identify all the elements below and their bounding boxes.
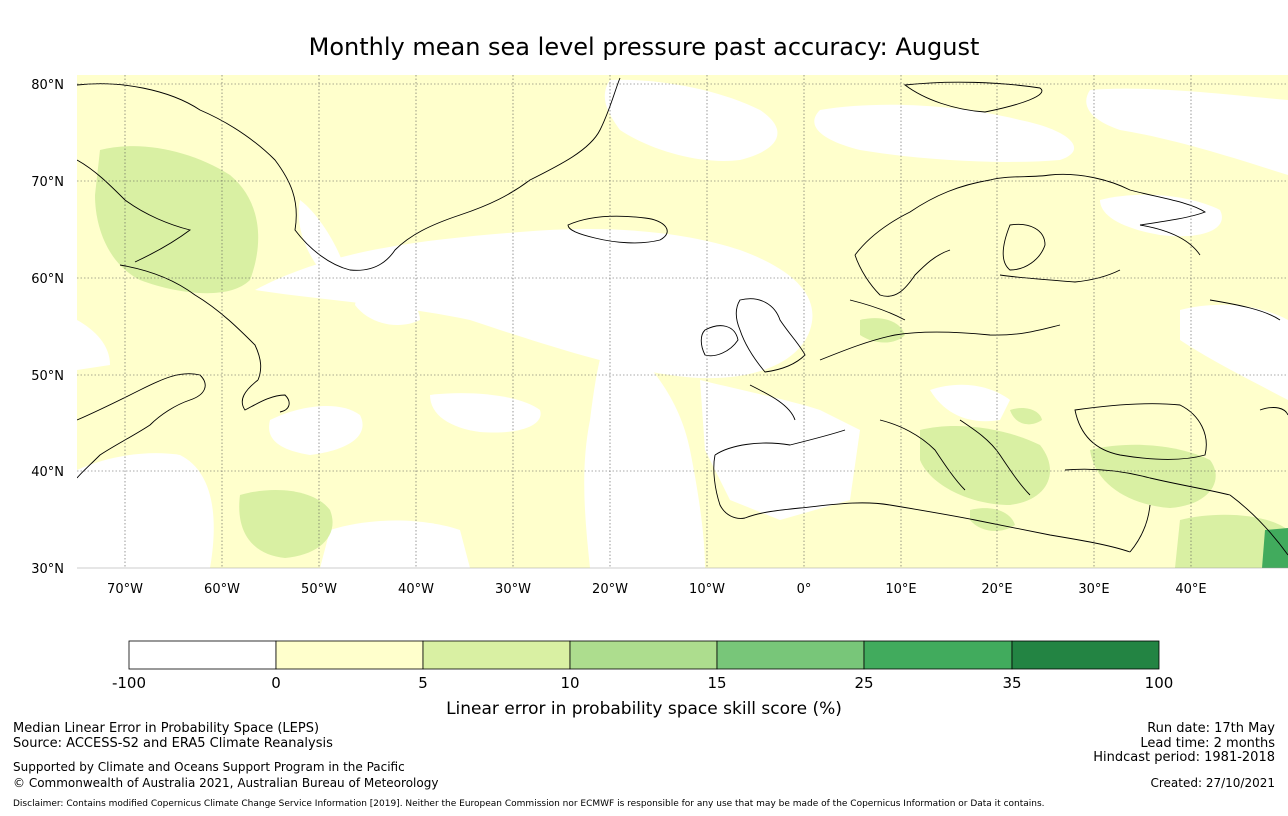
colorbar-tick-label: 15 <box>707 674 727 692</box>
lon-label: 20°E <box>981 582 1012 597</box>
longitude-labels: 70°W 60°W 50°W 40°W 30°W 20°W 10°W 0° 10… <box>107 582 1207 597</box>
high-skill-regions <box>1262 528 1288 568</box>
disclaimer: Disclaimer: Contains modified Copernicus… <box>13 799 1045 809</box>
colorbar-tick-label: 0 <box>271 674 281 692</box>
colorbar-tick-label: 5 <box>418 674 428 692</box>
footer-copyright: © Commonwealth of Australia 2021, Austra… <box>13 776 439 790</box>
lon-label: 0° <box>797 582 812 597</box>
colorbar-tick-label: 35 <box>1002 674 1022 692</box>
lon-label: 30°W <box>495 582 531 597</box>
colorbar-segment <box>128 640 277 670</box>
negative-skill-regions <box>77 79 1288 568</box>
colorbar-segment <box>863 640 1013 670</box>
footer-support: Supported by Climate and Oceans Support … <box>13 760 405 774</box>
colorbar-segment <box>716 640 865 670</box>
colorbar-segment <box>275 640 424 670</box>
colorbar-segment <box>422 640 571 670</box>
lon-label: 50°W <box>301 582 337 597</box>
footer-run-date: Run date: 17th May <box>1147 721 1275 736</box>
lon-label: 10°W <box>689 582 725 597</box>
colorbar-title: Linear error in probability space skill … <box>446 699 842 719</box>
colorbar <box>128 640 1160 670</box>
chart-title: Monthly mean sea level pressure past acc… <box>308 33 980 61</box>
lat-label: 80°N <box>31 78 64 93</box>
lon-label: 10°E <box>885 582 916 597</box>
colorbar-tick-label: 25 <box>854 674 874 692</box>
lat-label: 70°N <box>31 175 64 190</box>
colorbar-segment <box>569 640 718 670</box>
lon-label: 70°W <box>107 582 143 597</box>
lon-label: 60°W <box>204 582 240 597</box>
lat-label: 50°N <box>31 369 64 384</box>
footer-lead-time: Lead time: 2 months <box>1140 736 1275 751</box>
colorbar-tick-label: 10 <box>560 674 580 692</box>
footer-created: Created: 27/10/2021 <box>1150 776 1275 790</box>
footer-hindcast: Hindcast period: 1981-2018 <box>1093 750 1275 765</box>
lon-label: 30°E <box>1078 582 1109 597</box>
latitude-labels: 80°N 70°N 60°N 50°N 40°N 30°N <box>31 78 64 577</box>
footer-source: Source: ACCESS-S2 and ERA5 Climate Reana… <box>13 736 333 751</box>
lat-label: 30°N <box>31 562 64 577</box>
gridlines <box>77 75 1288 568</box>
lon-label: 20°W <box>592 582 628 597</box>
lat-label: 60°N <box>31 272 64 287</box>
footer-method: Median Linear Error in Probability Space… <box>13 721 320 736</box>
colorbar-tick-label: -100 <box>111 674 147 692</box>
lat-label: 40°N <box>31 465 64 480</box>
colorbar-tick-label: 100 <box>1144 674 1174 692</box>
colorbar-segment <box>1011 640 1160 670</box>
lon-label: 40°E <box>1175 582 1206 597</box>
lon-label: 40°W <box>398 582 434 597</box>
moderate-skill-regions <box>95 146 1288 568</box>
